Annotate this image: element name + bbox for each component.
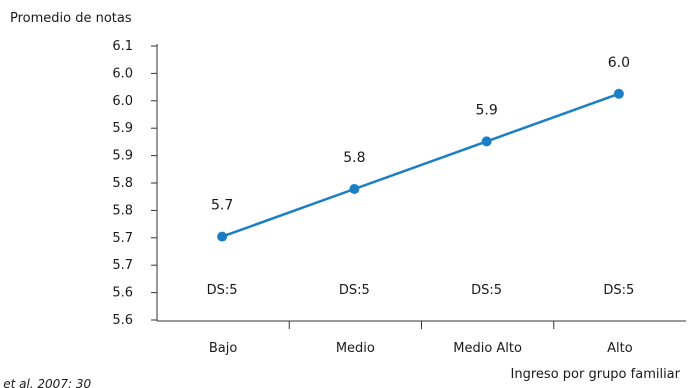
y-tick-label: 5.8 [112, 203, 133, 218]
y-tick-label: 5.6 [112, 286, 133, 301]
series-line: 5.7 5.8 5.9 6.0 [211, 55, 630, 242]
y-tick-label: 6.1 [112, 39, 133, 54]
data-label: 6.0 [608, 55, 630, 71]
data-point [349, 184, 360, 194]
y-tick-label: 6.0 [112, 66, 133, 81]
x-tick-label: Medio [336, 341, 375, 356]
y-tick-label: 5.9 [112, 121, 133, 136]
y-axis: 6.1 6.0 6.0 5.9 5.9 5.8 5.8 5.7 5.7 5.6 5.6 [112, 39, 158, 328]
y-tick-label: 5.9 [112, 149, 133, 164]
series-path [221, 92, 620, 238]
y-tick-label: 5.6 [112, 313, 133, 328]
y-tick-label: 6.0 [112, 94, 133, 109]
x-axis-label: Ingreso por grupo familiar [511, 367, 681, 382]
y-tick-label: 5.7 [112, 231, 133, 246]
data-point [613, 88, 624, 99]
x-axis: Bajo Medio Medio Alto Alto [157, 320, 686, 356]
data-point [481, 136, 492, 147]
x-tick-label: Medio Alto [453, 341, 522, 356]
x-tick-label: Bajo [209, 341, 237, 356]
ds-label: DS:5 [207, 283, 238, 298]
source-note: e et al. 2007: 30 [0, 377, 91, 388]
ds-labels: DS:5 DS:5 DS:5 DS:5 [207, 283, 635, 298]
ds-label: DS:5 [471, 283, 502, 298]
data-label: 5.9 [475, 102, 497, 118]
y-axis-label: Promedio de notas [10, 11, 132, 26]
ds-label: DS:5 [339, 283, 370, 298]
data-point [217, 231, 228, 242]
data-label: 5.7 [211, 198, 233, 214]
ds-label: DS:5 [603, 283, 634, 298]
data-label: 5.8 [343, 150, 365, 166]
y-tick-label: 5.7 [112, 258, 133, 273]
x-tick-label: Alto [607, 341, 633, 356]
y-tick-label: 5.8 [112, 176, 133, 191]
